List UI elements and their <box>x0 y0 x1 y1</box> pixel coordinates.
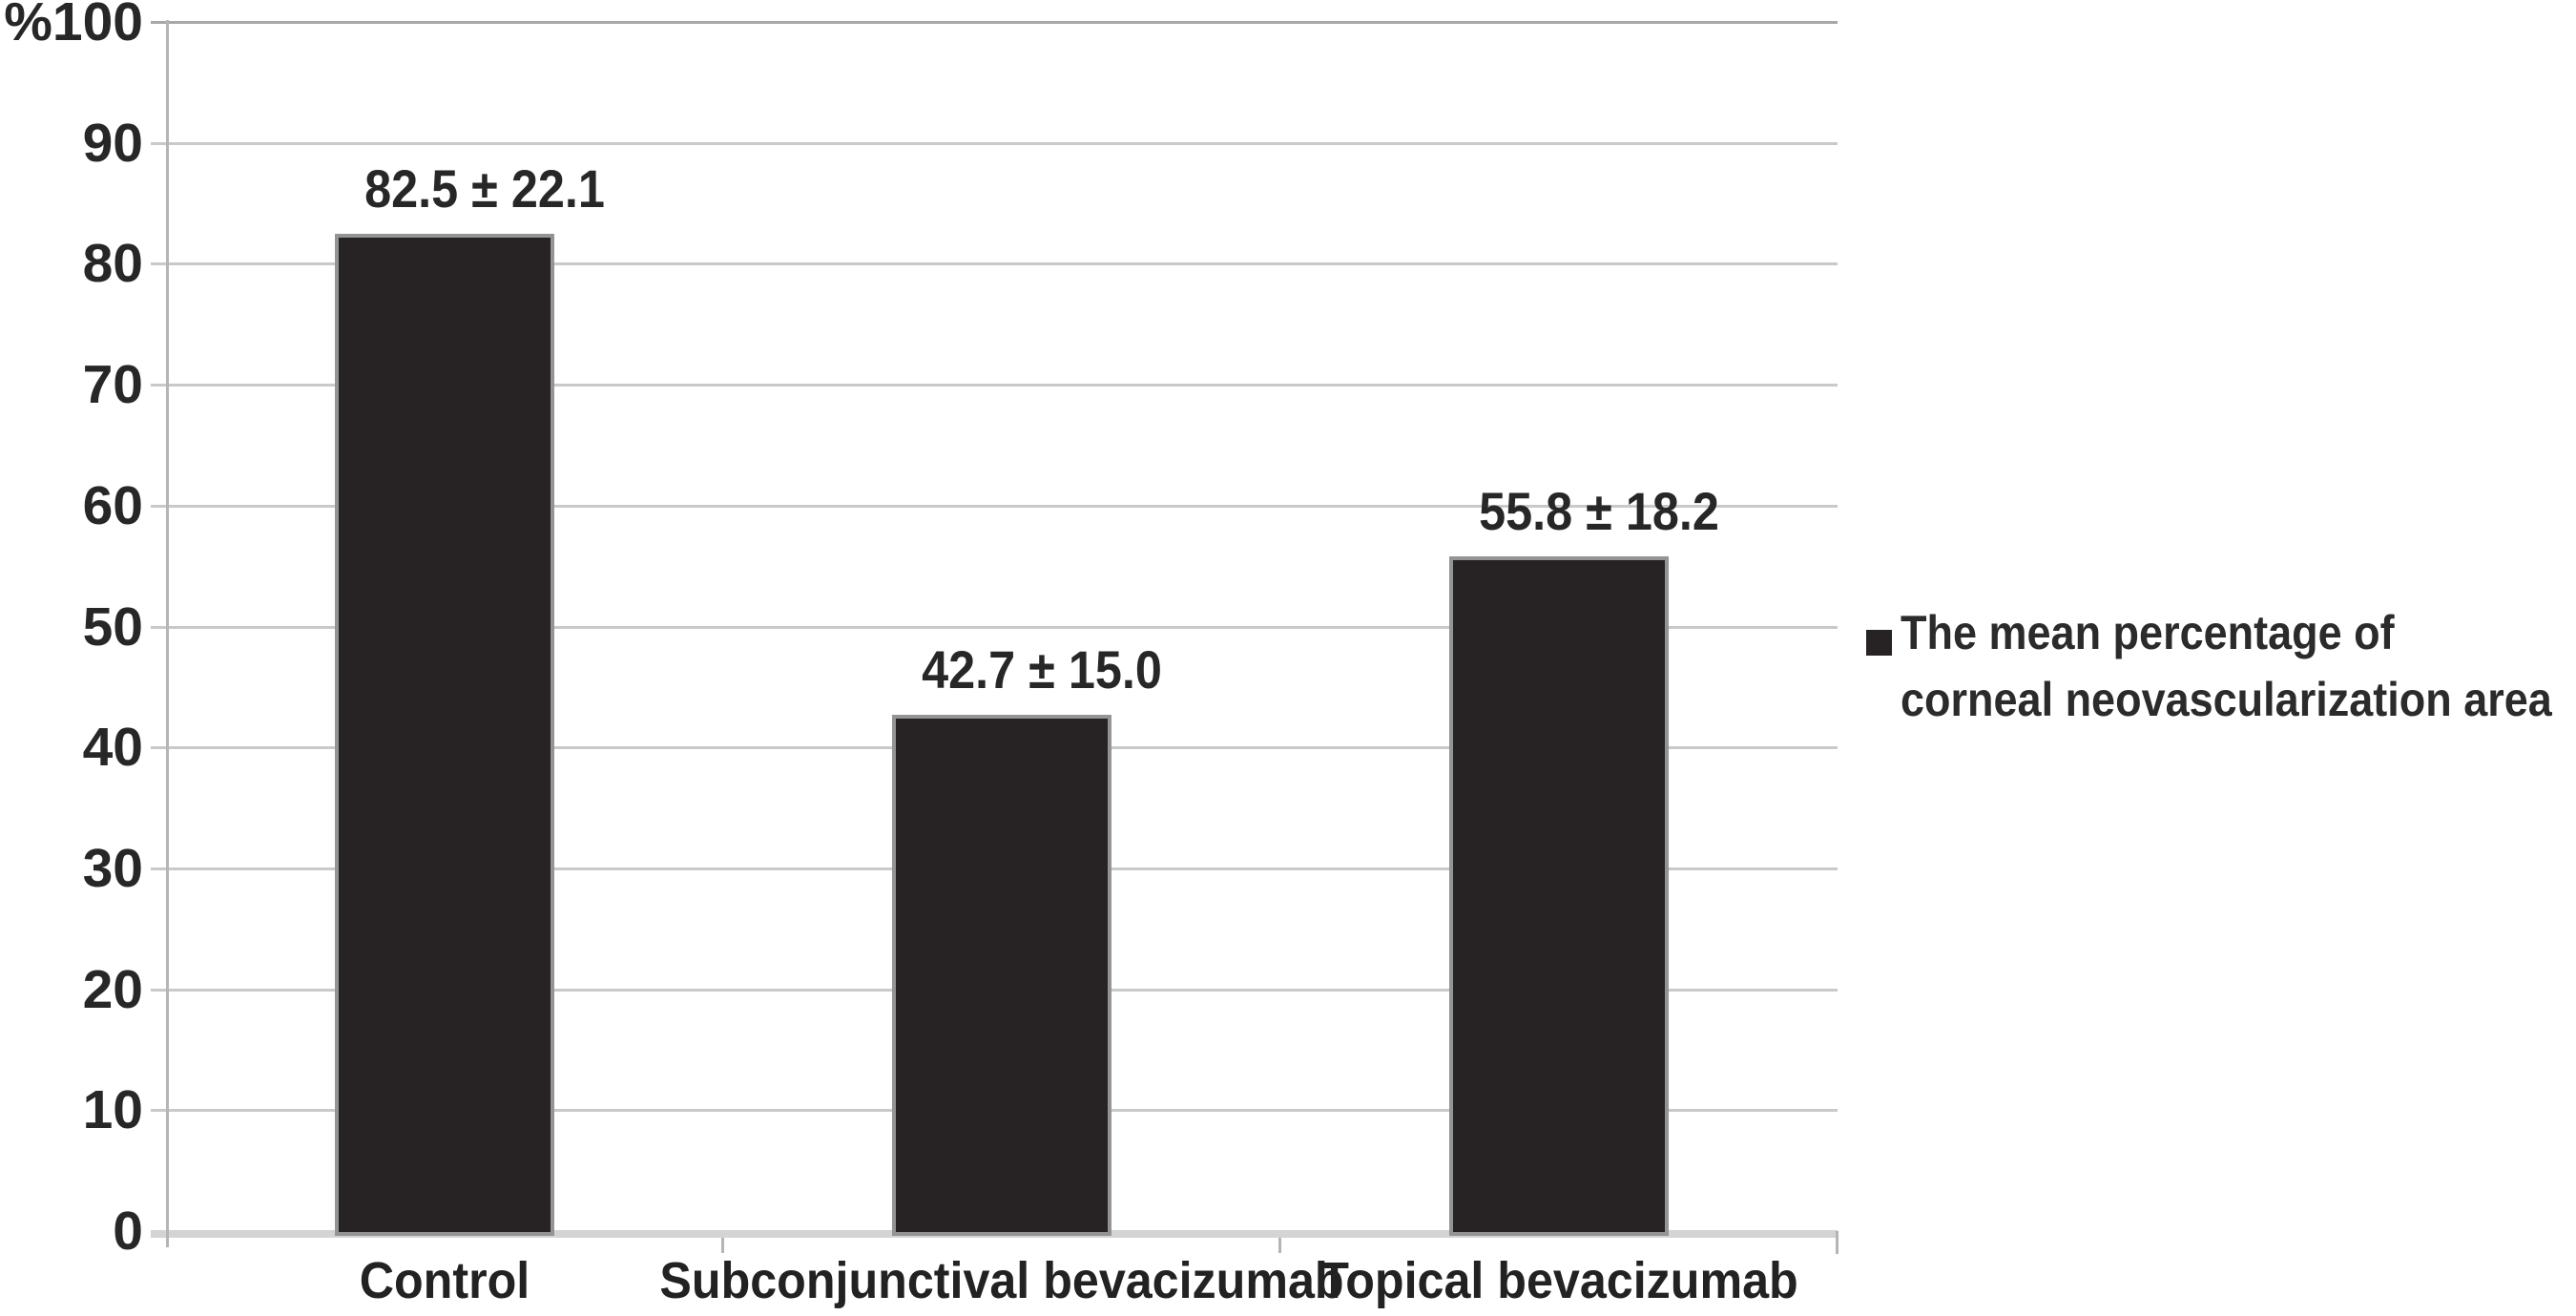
bar-value-label-2: 42.7 ± 15.0 <box>922 638 1162 700</box>
y-tick-label-20: 20 <box>82 958 143 1020</box>
y-tick-label-0: 0 <box>113 1201 143 1262</box>
bar-3 <box>1449 556 1669 1236</box>
gridline-90 <box>151 141 1838 145</box>
y-tick-label-30: 30 <box>82 837 143 899</box>
y-tick-label-60: 60 <box>82 474 143 536</box>
legend-label-line2: corneal neovascularization area <box>1901 673 2552 726</box>
x-axis-tick-3 <box>1836 1231 1839 1254</box>
x-tick-label-1: Control <box>359 1252 530 1309</box>
y-tick-label-100: %100 <box>4 0 143 52</box>
y-tick-label-80: 80 <box>82 233 143 295</box>
legend-label: The mean percentage of corneal neovascul… <box>1901 599 2552 733</box>
legend-label-line1: The mean percentage of <box>1901 606 2395 659</box>
y-tick-label-90: 90 <box>82 112 143 174</box>
bar-value-label-3: 55.8 ± 18.2 <box>1479 481 1719 541</box>
y-tick-label-10: 10 <box>82 1079 143 1141</box>
y-axis-line <box>166 20 169 1247</box>
gridline-70 <box>151 384 1838 387</box>
y-tick-label-70: 70 <box>82 354 143 416</box>
bar-value-label-1: 82.5 ± 22.1 <box>364 157 605 219</box>
gridline-80 <box>151 262 1838 266</box>
x-tick-label-2: Subconjunctival bevacizumab <box>659 1252 1344 1309</box>
y-tick-label-40: 40 <box>82 717 143 779</box>
bar-2 <box>892 714 1111 1236</box>
gridline-100 <box>151 21 1838 24</box>
gridline-50 <box>151 625 1838 629</box>
x-axis-tick-2 <box>1278 1238 1281 1253</box>
y-tick-label-50: 50 <box>82 595 143 658</box>
bar-1 <box>335 233 554 1236</box>
legend-square-marker-icon <box>1866 630 1892 656</box>
gridline-60 <box>151 504 1838 508</box>
x-axis-tick-1 <box>721 1238 724 1253</box>
x-tick-label-3: Topical bevacizumab <box>1319 1252 1798 1309</box>
